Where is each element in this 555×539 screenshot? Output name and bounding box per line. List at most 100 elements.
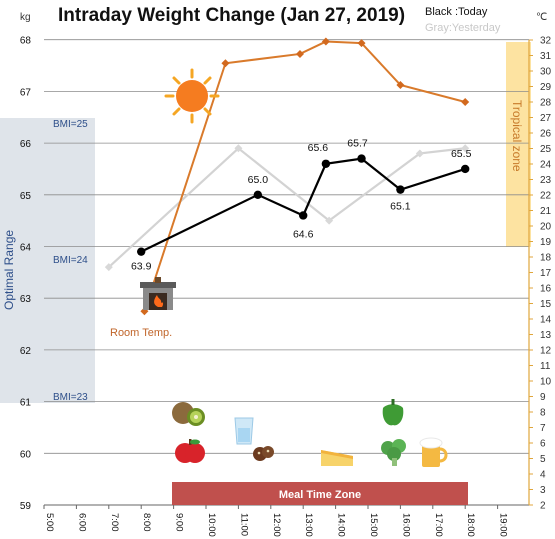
y2-tick-label: 12 bbox=[540, 346, 552, 357]
x-tick-label: 11:00 bbox=[238, 513, 249, 536]
bmi-24-label: BMI=24 bbox=[53, 255, 88, 266]
x-tick-label: 13:00 bbox=[303, 513, 314, 537]
green-pepper-icon bbox=[382, 399, 404, 426]
y-tick-labels: 59 60 61 62 63 64 65 66 67 68 bbox=[20, 36, 32, 512]
y-tick-label: 59 bbox=[20, 501, 32, 512]
y-axis-unit: kg bbox=[20, 12, 31, 23]
bmi-25-label: BMI=25 bbox=[53, 119, 88, 130]
today-point bbox=[461, 164, 470, 174]
broccoli-icon bbox=[381, 439, 406, 466]
y2-tick-label: 8 bbox=[540, 408, 546, 419]
today-data-label: 65.7 bbox=[347, 138, 368, 150]
y-tick-label: 65 bbox=[20, 191, 32, 202]
x-tick-label: 8:00 bbox=[141, 513, 152, 532]
y-tick-label: 60 bbox=[20, 449, 32, 460]
x-tick-label: 18:00 bbox=[465, 513, 476, 537]
y2-axis-unit: ℃ bbox=[536, 12, 547, 23]
room-temp-point bbox=[461, 98, 470, 106]
y2-tick-label: 9 bbox=[540, 392, 546, 403]
y2-tick-label: 26 bbox=[540, 129, 552, 140]
optimal-range-band bbox=[0, 118, 95, 403]
y2-tick-label: 11 bbox=[540, 361, 551, 372]
y2-tick-label: 10 bbox=[540, 377, 552, 388]
data-labels: 63.9 65.0 64.6 65.6 65.7 65.1 65.5 bbox=[131, 138, 472, 273]
kiwi-icon bbox=[172, 402, 205, 426]
meal-time-zone-label: Meal Time Zone bbox=[279, 489, 361, 501]
today-point bbox=[137, 247, 146, 256]
y-tick-label: 63 bbox=[20, 294, 32, 305]
today-point bbox=[321, 159, 331, 168]
y2-tick-labels: 2345678910111213141516171819202122232425… bbox=[529, 36, 552, 512]
y2-tick-label: 13 bbox=[540, 330, 552, 341]
yesterday-point bbox=[325, 216, 334, 225]
y2-tick-label: 25 bbox=[540, 144, 552, 155]
y2-tick-label: 22 bbox=[540, 191, 552, 202]
y-tick-label: 61 bbox=[20, 398, 32, 409]
today-data-label: 65.1 bbox=[390, 201, 411, 213]
gridlines bbox=[44, 39, 529, 454]
x-tick-label: 12:00 bbox=[271, 513, 282, 537]
room-temp-point bbox=[321, 37, 330, 46]
y2-tick-label: 27 bbox=[540, 113, 552, 124]
y2-tick-label: 14 bbox=[540, 315, 552, 326]
yesterday-point bbox=[234, 144, 243, 153]
room-temp-label: Room Temp. bbox=[110, 327, 172, 339]
today-data-label: 65.5 bbox=[451, 148, 472, 160]
today-data-label: 65.6 bbox=[308, 142, 329, 154]
y2-tick-label: 6 bbox=[540, 439, 546, 450]
yesterday-point bbox=[104, 263, 113, 272]
x-tick-label: 6:00 bbox=[76, 513, 87, 532]
x-tick-label: 19:00 bbox=[498, 513, 509, 537]
y2-tick-label: 16 bbox=[540, 284, 552, 295]
tropical-zone-label: Tropical zone bbox=[510, 100, 524, 172]
y2-tick-label: 20 bbox=[540, 222, 552, 233]
y2-tick-label: 31 bbox=[540, 51, 552, 62]
optimal-range-label: Optimal Range bbox=[2, 230, 16, 310]
room-temp-point bbox=[357, 39, 366, 48]
tropical-zone-band bbox=[506, 42, 531, 247]
x-tick-label: 16:00 bbox=[400, 513, 411, 537]
today-point bbox=[357, 154, 366, 163]
y-tick-label: 64 bbox=[20, 243, 32, 254]
x-tick-label: 5:00 bbox=[44, 513, 55, 532]
y2-tick-label: 7 bbox=[540, 423, 546, 434]
today-point bbox=[253, 190, 263, 199]
yesterday-point bbox=[461, 144, 470, 153]
room-temp-point bbox=[396, 80, 405, 89]
fireplace-icon bbox=[140, 277, 176, 310]
y2-tick-label: 18 bbox=[540, 253, 552, 264]
y-tick-label: 62 bbox=[20, 346, 32, 357]
x-tick-label: 10:00 bbox=[206, 513, 217, 537]
y-tick-label: 68 bbox=[20, 36, 32, 47]
y2-tick-label: 5 bbox=[540, 454, 546, 465]
y2-tick-label: 15 bbox=[540, 299, 552, 310]
y2-tick-label: 32 bbox=[540, 36, 552, 47]
room-temp-point bbox=[295, 49, 304, 58]
y2-tick-label: 17 bbox=[540, 268, 552, 279]
apple-icon bbox=[175, 439, 205, 463]
today-point bbox=[396, 185, 405, 194]
today-data-label: 65.0 bbox=[248, 174, 269, 186]
y2-tick-label: 30 bbox=[540, 67, 552, 78]
y2-tick-label: 23 bbox=[540, 175, 552, 186]
y2-tick-label: 21 bbox=[540, 206, 552, 217]
room-temp-point bbox=[221, 59, 230, 68]
legend-yesterday: Gray:Yesterday bbox=[425, 22, 501, 34]
x-tick-labels: 5:00 6:00 7:00 8:00 9:00 10:00 11:00 12:00 13:00… bbox=[43, 505, 509, 537]
y-tick-label: 66 bbox=[20, 139, 32, 150]
x-tick-label: 7:00 bbox=[109, 513, 120, 532]
water-glass-icon bbox=[234, 417, 254, 445]
cake-icon bbox=[321, 447, 353, 466]
x-tick-label: 15:00 bbox=[368, 513, 379, 537]
today-point bbox=[299, 211, 308, 220]
x-tick-label: 9:00 bbox=[174, 513, 185, 532]
chart-title: Intraday Weight Change (Jan 27, 2019) bbox=[58, 5, 405, 26]
y2-tick-label: 4 bbox=[540, 470, 546, 481]
today-data-label: 63.9 bbox=[131, 261, 152, 273]
meal-time-zone-bar bbox=[172, 482, 468, 505]
y2-tick-label: 2 bbox=[540, 501, 546, 512]
y2-tick-label: 28 bbox=[540, 98, 552, 109]
beer-icon bbox=[419, 437, 448, 467]
y2-tick-label: 24 bbox=[540, 160, 552, 171]
